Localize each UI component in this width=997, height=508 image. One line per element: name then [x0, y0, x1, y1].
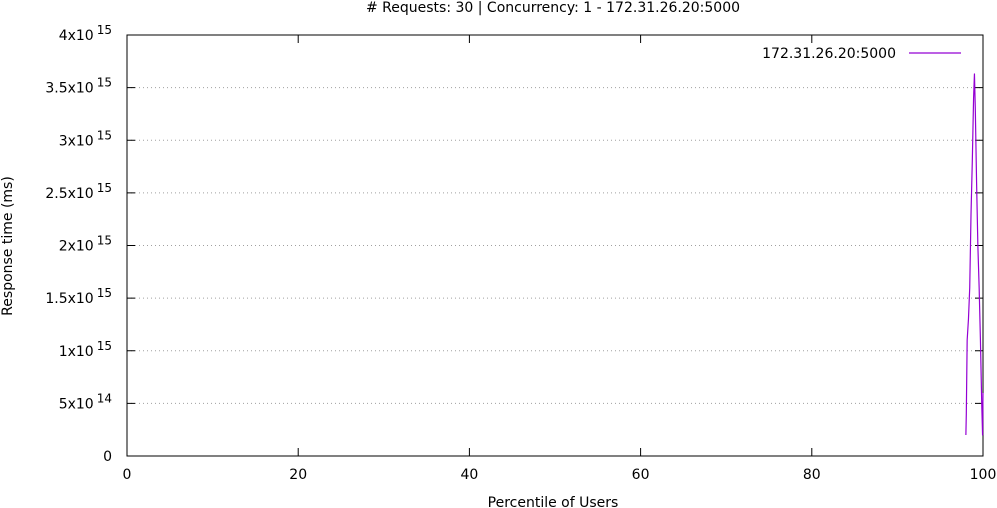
y-tick-mantissa: 0	[103, 449, 112, 465]
x-axis-label: Percentile of Users	[488, 495, 619, 508]
y-tick-label: 1x10 15	[59, 339, 112, 360]
x-tick-label: 100	[970, 467, 997, 483]
y-tick-mantissa: 2.5x10	[45, 186, 93, 202]
series-group	[965, 73, 984, 436]
y-tick-label: 3x10 15	[59, 128, 112, 149]
y-tick-exponent: 15	[97, 181, 112, 195]
legend: 172.31.26.20:5000	[762, 46, 961, 62]
x-tick-label: 40	[460, 467, 478, 483]
chart-title: # Requests: 30 | Concurrency: 1 - 172.31…	[366, 0, 740, 16]
y-tick-label: 3.5x10 15	[45, 76, 112, 97]
y-tick-exponent: 14	[97, 391, 112, 405]
y-tick-label: 2.5x10 15	[45, 181, 112, 202]
grid-lines	[127, 87, 983, 404]
y-tick-label: 4x10 15	[59, 23, 112, 44]
x-tick-label: 60	[632, 467, 650, 483]
x-tick-labels: 0 20 40 60 80 100	[123, 467, 997, 483]
x-tick-label: 0	[123, 467, 132, 483]
y-tick-exponent: 15	[97, 76, 112, 90]
y-tick-mantissa: 1x10	[59, 344, 94, 360]
y-tick-mantissa: 1.5x10	[45, 291, 93, 307]
series-line	[965, 73, 984, 436]
y-tick-exponent: 15	[97, 234, 112, 248]
y-tick-label: 0	[103, 449, 112, 465]
y-tick-label: 2x10 15	[59, 234, 112, 255]
x-tick-label: 80	[803, 467, 821, 483]
y-tick-exponent: 15	[97, 128, 112, 142]
y-tick-mantissa: 3.5x10	[45, 81, 93, 97]
y-tick-exponent: 15	[97, 339, 112, 353]
y-tick-mantissa: 4x10	[59, 28, 94, 44]
y-axis-label: Response time (ms)	[0, 176, 16, 316]
y-tick-exponent: 15	[97, 286, 112, 300]
y-tick-label: 5x10 14	[59, 391, 112, 412]
legend-label: 172.31.26.20:5000	[762, 46, 896, 62]
y-tick-exponent: 15	[97, 23, 112, 37]
x-tick-label: 20	[289, 467, 307, 483]
y-tick-mantissa: 5x10	[59, 396, 94, 412]
y-tick-label: 1.5x10 15	[45, 286, 112, 307]
y-tick-mantissa: 3x10	[59, 133, 94, 149]
y-tick-mantissa: 2x10	[59, 239, 94, 255]
